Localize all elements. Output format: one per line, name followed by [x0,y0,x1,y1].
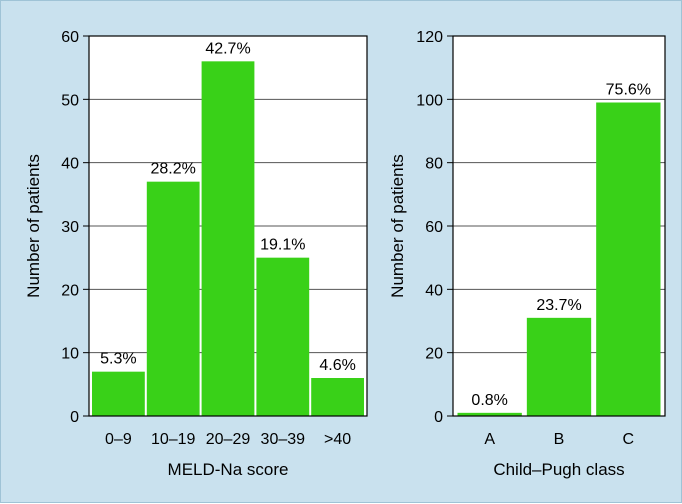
data-label-meld-0: 5.3% [100,351,136,368]
x-tick-label-meld-0: 0–9 [105,431,132,448]
y-tick-label: 120 [416,29,443,46]
y-tick-label: 100 [416,92,443,109]
data-label-meld-4: 4.6% [319,357,355,374]
bar-meld-1 [146,181,200,416]
y-tick-label: 80 [425,156,443,173]
x-tick-label-meld-1: 10–19 [151,431,196,448]
x-tick-label-meld-2: 20–29 [206,431,251,448]
x-axis-title: Child–Pugh class [493,460,624,479]
data-label-meld-3: 19.1% [260,237,305,254]
y-tick-label: 0 [434,409,443,426]
y-tick-label: 20 [61,282,79,299]
data-label-meld-2: 42.7% [205,40,250,57]
x-tick-label-child-pugh-1: B [554,431,565,448]
y-tick-label: 50 [61,92,79,109]
x-tick-label-child-pugh-2: C [623,431,635,448]
data-label-meld-1: 28.2% [151,161,196,178]
bar-meld-3 [256,257,310,416]
data-label-child-pugh-1: 23.7% [536,297,581,314]
y-tick-label: 0 [70,409,79,426]
y-tick-label: 30 [61,219,79,236]
data-label-child-pugh-0: 0.8% [471,392,507,409]
x-tick-label-meld-3: 30–39 [261,431,306,448]
meld-na-chart: 0 10 20 30 40 50 60 5.3% 0–9 28.2% 10–19 42.7% 20–29… [24,29,368,479]
y-tick-label: 60 [61,29,79,46]
plot-frame [452,35,666,417]
bar-meld-2 [201,61,255,416]
y-tick-label: 60 [425,219,443,236]
child-pugh-chart: 0 20 40 60 80 100 120 0.8% A 23.7% B 75.6% C Number o… [388,29,666,479]
y-tick-label: 20 [425,346,443,363]
plot-frame [88,35,368,417]
bar-child-pugh-1 [526,317,592,416]
data-label-child-pugh-2: 75.6% [606,82,651,99]
y-tick-label: 40 [425,282,443,299]
bar-child-pugh-2 [596,102,661,416]
y-axis-title: Number of patients [388,154,407,298]
y-tick-label: 10 [61,346,79,363]
x-tick-label-meld-4: >40 [324,431,351,448]
y-tick-label: 40 [61,156,79,173]
y-axis-title: Number of patients [24,154,43,298]
bar-meld-4 [311,378,364,416]
bar-meld-0 [92,371,145,416]
bar-child-pugh-0 [457,412,522,416]
x-tick-label-child-pugh-0: A [484,431,495,448]
x-axis-title: MELD-Na score [168,460,289,479]
